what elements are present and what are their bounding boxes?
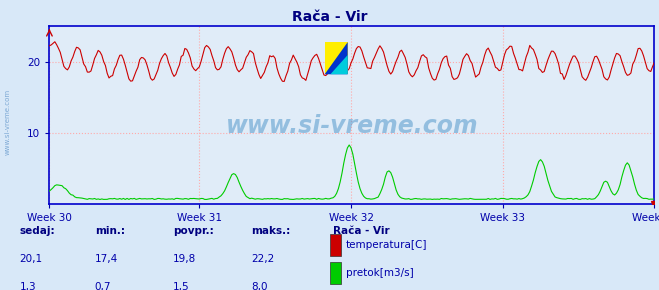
Text: www.si-vreme.com: www.si-vreme.com (5, 89, 11, 155)
Text: Rača - Vir: Rača - Vir (292, 10, 367, 24)
Text: 1,3: 1,3 (20, 282, 36, 290)
Text: 0,7: 0,7 (95, 282, 111, 290)
Text: 17,4: 17,4 (95, 254, 118, 264)
Text: 20,1: 20,1 (20, 254, 43, 264)
Text: 19,8: 19,8 (173, 254, 196, 264)
Text: Rača - Vir: Rača - Vir (333, 226, 389, 236)
Text: pretok[m3/s]: pretok[m3/s] (346, 268, 414, 278)
Text: www.si-vreme.com: www.si-vreme.com (225, 114, 478, 138)
Text: sedaj:: sedaj: (20, 226, 55, 236)
Text: 22,2: 22,2 (251, 254, 275, 264)
Text: 8,0: 8,0 (251, 282, 268, 290)
Bar (330, 234, 341, 255)
Text: maks.:: maks.: (251, 226, 291, 236)
Text: 1,5: 1,5 (173, 282, 190, 290)
Polygon shape (325, 42, 348, 74)
Text: povpr.:: povpr.: (173, 226, 214, 236)
Bar (330, 262, 341, 284)
Text: min.:: min.: (95, 226, 125, 236)
Polygon shape (330, 55, 348, 74)
Text: temperatura[C]: temperatura[C] (346, 240, 427, 250)
Bar (325, 42, 348, 74)
